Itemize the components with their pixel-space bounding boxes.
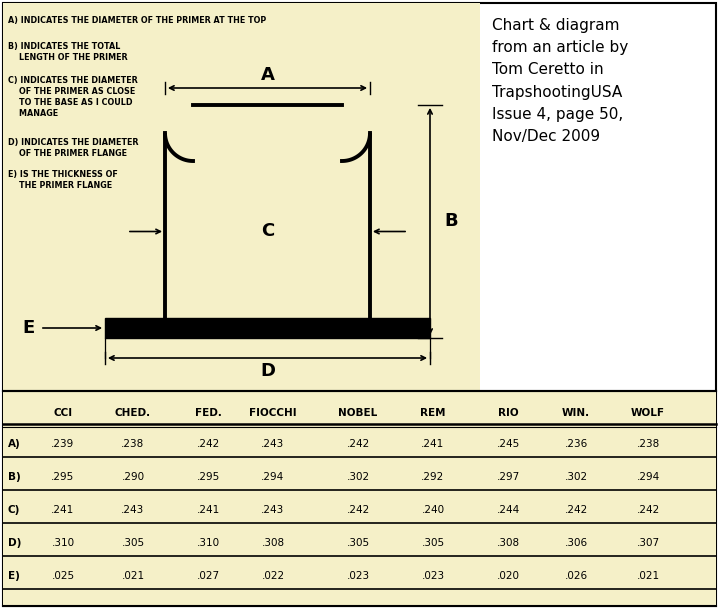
Text: .302: .302 (564, 472, 587, 482)
Text: CCI: CCI (53, 407, 73, 418)
Text: .295: .295 (196, 472, 219, 482)
Bar (3, 3, 480, 391)
Text: FIOCCHI: FIOCCHI (249, 407, 297, 418)
Text: .243: .243 (262, 439, 285, 449)
Text: REM: REM (420, 407, 446, 418)
Text: .290: .290 (122, 472, 145, 482)
Text: D) INDICATES THE DIAMETER
    OF THE PRIMER FLANGE: D) INDICATES THE DIAMETER OF THE PRIMER … (8, 138, 139, 158)
Text: WIN.: WIN. (562, 407, 590, 418)
Text: C) INDICATES THE DIAMETER
    OF THE PRIMER AS CLOSE
    TO THE BASE AS I COULD
: C) INDICATES THE DIAMETER OF THE PRIMER … (8, 76, 138, 118)
Text: C: C (261, 222, 274, 241)
Text: .243: .243 (122, 505, 145, 515)
Text: .307: .307 (636, 538, 659, 548)
Text: Chart & diagram
from an article by
Tom Ceretto in
TrapshootingUSA
Issue 4, page : Chart & diagram from an article by Tom C… (492, 18, 628, 144)
Text: .025: .025 (52, 571, 75, 581)
Text: RIO: RIO (498, 407, 518, 418)
Text: WOLF: WOLF (631, 407, 665, 418)
Text: .238: .238 (636, 439, 659, 449)
Text: .310: .310 (196, 538, 219, 548)
Text: D: D (260, 362, 275, 380)
Text: .023: .023 (421, 571, 444, 581)
Text: .292: .292 (421, 472, 444, 482)
Text: .241: .241 (421, 439, 444, 449)
Text: .021: .021 (636, 571, 659, 581)
Text: .026: .026 (564, 571, 587, 581)
Text: .021: .021 (122, 571, 145, 581)
Bar (3, 391, 716, 606)
Text: E) IS THE THICKNESS OF
    THE PRIMER FLANGE: E) IS THE THICKNESS OF THE PRIMER FLANGE (8, 170, 118, 190)
Text: .241: .241 (196, 505, 219, 515)
Text: .305: .305 (421, 538, 444, 548)
Text: .242: .242 (347, 505, 370, 515)
Text: B: B (444, 213, 457, 230)
Text: .236: .236 (564, 439, 587, 449)
Text: .243: .243 (262, 505, 285, 515)
Text: .238: .238 (122, 439, 145, 449)
Text: A) INDICATES THE DIAMETER OF THE PRIMER AT THE TOP: A) INDICATES THE DIAMETER OF THE PRIMER … (8, 16, 266, 25)
Text: NOBEL: NOBEL (339, 407, 377, 418)
Text: C): C) (8, 505, 20, 515)
Text: .306: .306 (564, 538, 587, 548)
Text: .242: .242 (636, 505, 659, 515)
Text: A: A (260, 66, 275, 84)
Text: .242: .242 (347, 439, 370, 449)
Text: A): A) (8, 439, 21, 449)
Text: .302: .302 (347, 472, 370, 482)
Text: .308: .308 (496, 538, 520, 548)
Text: .241: .241 (51, 505, 75, 515)
Text: .244: .244 (496, 505, 520, 515)
Text: .027: .027 (196, 571, 219, 581)
Text: .022: .022 (262, 571, 285, 581)
Text: .305: .305 (122, 538, 145, 548)
Text: .294: .294 (636, 472, 659, 482)
Text: D): D) (8, 538, 22, 548)
Bar (105, 318, 430, 338)
Text: E: E (22, 319, 35, 337)
Text: FED.: FED. (195, 407, 221, 418)
Text: .295: .295 (51, 472, 75, 482)
Text: .305: .305 (347, 538, 370, 548)
Text: .294: .294 (262, 472, 285, 482)
Text: .242: .242 (196, 439, 219, 449)
Text: .242: .242 (564, 505, 587, 515)
Text: .297: .297 (496, 472, 520, 482)
Text: CHED.: CHED. (115, 407, 151, 418)
Text: .310: .310 (52, 538, 75, 548)
Text: .023: .023 (347, 571, 370, 581)
Text: E): E) (8, 571, 20, 581)
Text: .245: .245 (496, 439, 520, 449)
Text: .308: .308 (262, 538, 285, 548)
Text: B): B) (8, 472, 21, 482)
Text: .020: .020 (497, 571, 520, 581)
Text: B) INDICATES THE TOTAL
    LENGTH OF THE PRIMER: B) INDICATES THE TOTAL LENGTH OF THE PRI… (8, 42, 128, 62)
Text: .239: .239 (51, 439, 75, 449)
Text: .240: .240 (421, 505, 444, 515)
